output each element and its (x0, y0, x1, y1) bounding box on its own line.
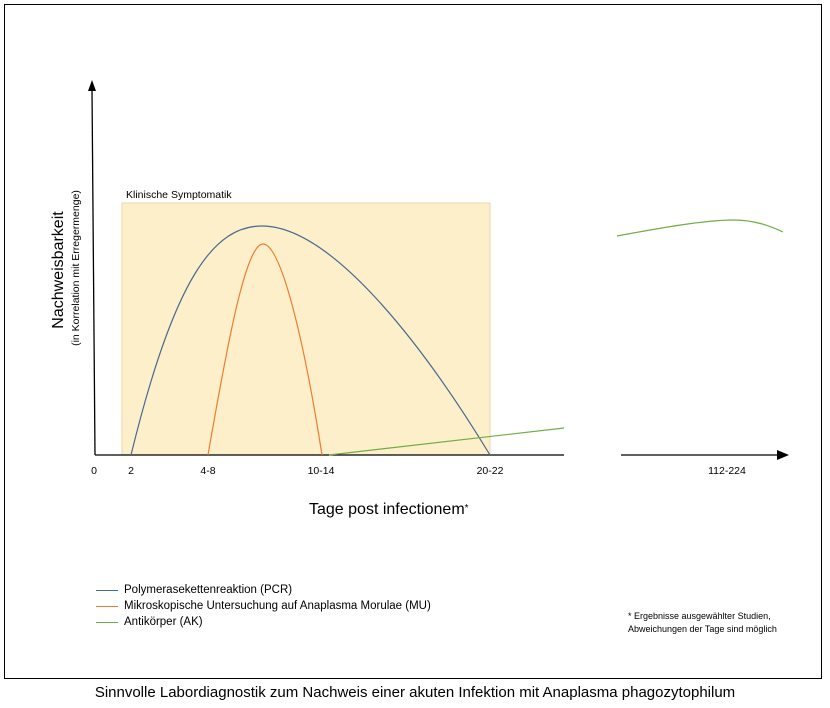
x-tick-label: 20-22 (477, 465, 504, 477)
legend-swatch (96, 621, 118, 623)
x-tick-label: 2 (128, 465, 134, 477)
x-axis-arrow (777, 450, 789, 460)
symptom-region (121, 202, 491, 456)
y-axis-title: Nachweisbarkeit (50, 211, 67, 329)
series-ak-line-left (328, 427, 565, 456)
x-tick-label: 10-14 (308, 465, 335, 477)
series-mu-line (207, 243, 323, 456)
legend-swatch (96, 589, 118, 591)
x-axis-title-marker: * (465, 503, 469, 514)
legend-label: Mikroskopische Untersuchung auf Anaplasm… (124, 600, 431, 612)
series-ak-line-right (616, 219, 784, 237)
legend-item-pcr: Polymerasekettenreaktion (PCR) (96, 582, 431, 598)
chart-svg: Klinische Symptomatik 0 2 4-8 10-14 20-2… (50, 80, 789, 518)
legend: Polymerasekettenreaktion (PCR) Mikroskop… (96, 582, 431, 630)
x-tick-label: 4-8 (200, 465, 215, 477)
symptom-region-label: Klinische Symptomatik (126, 189, 232, 201)
figure-caption: Sinnvolle Labordiagnostik zum Nachweis e… (94, 684, 736, 701)
x-tick-label: 0 (91, 465, 97, 477)
y-axis-arrow (88, 80, 96, 91)
legend-item-ak: Antikörper (AK) (96, 614, 431, 630)
legend-swatch (96, 605, 118, 607)
footnote: * Ergebnisse ausgewählter Studien, Abwei… (628, 610, 777, 636)
legend-label: Antikörper (AK) (124, 616, 203, 628)
footnote-line: * Ergebnisse ausgewählter Studien, (628, 611, 771, 621)
figure-frame (4, 4, 822, 679)
y-axis-subtitle: (in Korrelation mit Erregermenge) (70, 190, 82, 346)
legend-item-mu: Mikroskopische Untersuchung auf Anaplasm… (96, 598, 431, 614)
footnote-line: Abweichungen der Tage sind möglich (628, 624, 777, 634)
x-axis-title-text: Tage post infectionem (309, 501, 465, 518)
x-axis-title: Tage post infectionem* (309, 501, 469, 518)
x-tick-label: 112-224 (708, 465, 746, 477)
series-pcr-line (130, 225, 491, 456)
y-axis (91, 89, 96, 456)
legend-label: Polymerasekettenreaktion (PCR) (124, 584, 293, 596)
